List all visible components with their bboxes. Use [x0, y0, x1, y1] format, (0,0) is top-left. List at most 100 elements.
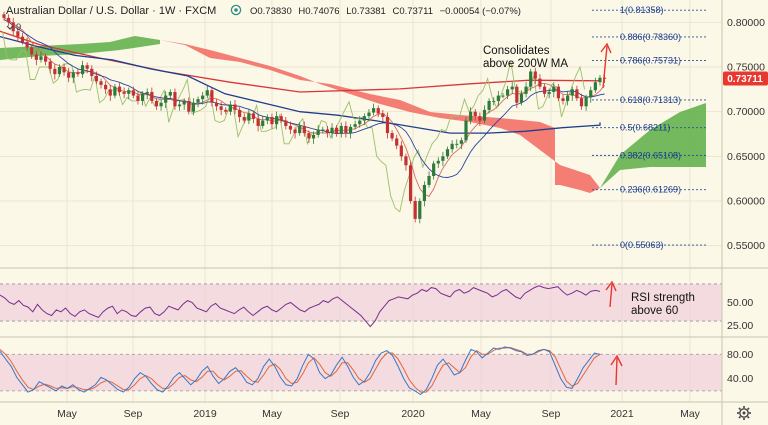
candle-body: [261, 120, 265, 126]
symbol-title[interactable]: Australian Dollar / U.S. Dollar: [6, 5, 149, 17]
candle-body: [251, 113, 256, 119]
candle-body: [515, 86, 519, 103]
fib-label: 0.5(0.68211): [620, 123, 670, 133]
candle-body: [224, 109, 228, 112]
rsi-up-arrow-icon: [605, 280, 617, 308]
candle-body: [150, 92, 154, 101]
candle-body: [395, 138, 399, 146]
candle-body: [34, 54, 38, 60]
candle-body: [265, 117, 269, 121]
candle-body: [482, 109, 487, 121]
time-tick-label: May: [680, 408, 701, 420]
candle-body: [187, 100, 191, 112]
ohlc-change: −0.00054 (−0.07%): [440, 6, 521, 17]
candle-body: [570, 89, 574, 96]
candle-body: [579, 98, 584, 107]
ohlc-low: L0.73381: [346, 6, 386, 17]
indicators-collapse-button[interactable]: 9: [6, 22, 21, 33]
grid-layer: [0, 0, 722, 402]
fib-label: 0.618(0.71313): [620, 95, 681, 105]
candle-body: [11, 22, 15, 32]
candle-body: [233, 104, 237, 110]
stoch-tick-label: 40.00: [727, 373, 753, 385]
candle-body: [330, 127, 334, 134]
time-tick-label: 2019: [193, 408, 217, 420]
candle-body: [67, 72, 71, 78]
price-tick-label: 0.65000: [727, 151, 765, 163]
candle-body: [205, 90, 209, 96]
candle-body: [316, 129, 320, 135]
candle-body: [335, 127, 339, 134]
candle-body: [552, 86, 556, 93]
candle-body: [302, 125, 306, 134]
candle-body: [325, 129, 329, 134]
candle-body: [270, 117, 274, 125]
candle-body: [538, 78, 542, 87]
candle-body: [53, 68, 57, 75]
candle-body: [94, 75, 98, 82]
rsi-line: [0, 285, 601, 328]
candle-body: [358, 120, 362, 125]
stoch-up-arrow-icon: [610, 354, 623, 386]
ma-blue-line: [0, 35, 601, 134]
candle-body: [464, 120, 468, 141]
candle-body: [542, 86, 547, 94]
fib-label: 0.786(0.75731): [620, 55, 681, 65]
candle-body: [584, 97, 588, 107]
candle-body: [62, 67, 66, 73]
ohlc-close: C0.73711: [392, 6, 433, 17]
candle-body: [20, 36, 25, 42]
candle-body: [473, 111, 477, 117]
candle-body: [256, 118, 260, 126]
candle-body: [566, 95, 570, 101]
candle-body: [589, 90, 593, 98]
candle-body: [418, 201, 422, 219]
stoch-d-line: [0, 346, 601, 393]
fib-label: 1(0.81358): [620, 5, 664, 15]
candle-body: [141, 93, 145, 101]
settings-gear-icon[interactable]: [737, 406, 751, 420]
candle-body: [422, 184, 427, 201]
fib-label: 0.236(0.61269): [620, 185, 681, 195]
candle-body: [85, 65, 89, 69]
candle-body: [99, 81, 103, 85]
candles-layer: [2, 11, 607, 224]
candle-body: [399, 145, 403, 157]
visibility-toggle-icon[interactable]: [230, 4, 242, 16]
rsi-band: [0, 283, 722, 322]
candle-body: [228, 104, 232, 112]
candle-body: [492, 100, 496, 102]
chevron-down-icon: [6, 25, 14, 30]
candle-body: [445, 149, 450, 157]
candle-body: [284, 120, 288, 126]
candle-body: [122, 92, 126, 94]
candle-body: [279, 116, 283, 121]
candle-body: [441, 156, 445, 161]
candle-body: [593, 82, 597, 91]
time-tick-label: May: [471, 408, 492, 420]
candle-body: [201, 95, 205, 100]
candle-body: [519, 93, 524, 103]
rsi-tick-label: 50.00: [727, 297, 753, 309]
cloud-bull-early: [0, 36, 160, 60]
candle-body: [76, 72, 80, 75]
candle-body: [43, 56, 48, 62]
candle-body: [196, 99, 200, 103]
candle-body: [214, 102, 219, 107]
candle-body: [404, 156, 408, 166]
time-tick-label: 2021: [610, 408, 634, 420]
stoch-tick-label: 80.00: [727, 349, 753, 361]
candle-body: [436, 160, 440, 164]
interval-label[interactable]: 1W: [159, 5, 176, 17]
candle-body: [57, 67, 62, 75]
candle-body: [339, 125, 343, 134]
price-tick-label: 0.70000: [727, 106, 765, 118]
price-tick-label: 0.80000: [727, 17, 765, 29]
candle-body: [117, 86, 122, 93]
ma200-line: [0, 30, 601, 93]
candle-body: [39, 56, 43, 60]
svg-text:0.73711: 0.73711: [727, 74, 763, 85]
time-tick-label: Sep: [331, 408, 350, 420]
ohlc-open: O0.73830: [250, 6, 292, 17]
